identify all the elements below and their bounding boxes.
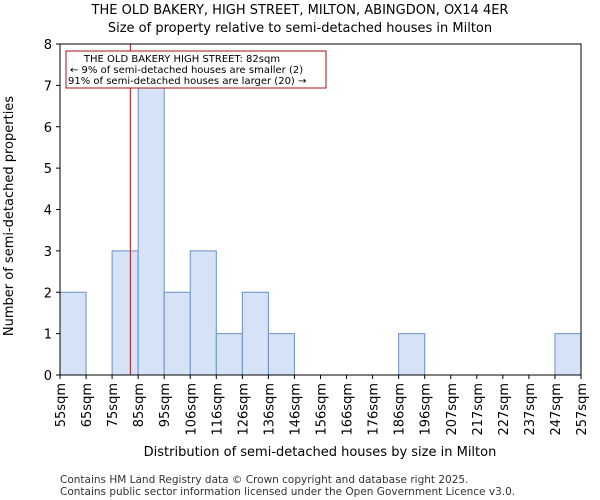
x-tick-label: 217sqm	[471, 383, 486, 436]
x-tick-label: 207sqm	[445, 383, 460, 436]
y-tick-label: 7	[44, 79, 52, 94]
x-axis-ticks: 55sqm 65sqm 75sqm 85sqm 95sqm 106sqm 116sqm 126…	[54, 375, 590, 436]
x-tick-label: 257sqm	[575, 383, 590, 436]
bar-136sqm	[267, 333, 295, 376]
footer-line-2: Contains public sector information licen…	[60, 486, 515, 498]
plot-frame	[59, 43, 582, 376]
bar-95sqm	[163, 291, 191, 376]
chart-title: THE OLD BAKERY, HIGH STREET, MILTON, ABI…	[91, 3, 509, 18]
x-tick-label: 65sqm	[80, 383, 95, 427]
x-tick-label: 156sqm	[315, 383, 330, 436]
footer-line-1: Contains HM Land Registry data © Crown c…	[60, 474, 468, 486]
x-tick-label: 176sqm	[367, 383, 382, 436]
y-tick-label: 1	[44, 328, 52, 343]
y-tick-label: 0	[44, 369, 52, 384]
y-axis-label: Number of semi-detached properties	[2, 96, 17, 336]
x-tick-label: 247sqm	[549, 383, 564, 436]
bars-group	[59, 84, 582, 376]
annotation-line-2: ← 9% of semi-detached houses are smaller…	[70, 65, 303, 76]
y-axis-ticks: 0 1 2 3 4 5 6 7 8	[44, 38, 60, 384]
x-tick-label: 146sqm	[288, 383, 303, 436]
x-tick-label: 126sqm	[236, 383, 251, 436]
bar-55sqm	[59, 291, 87, 376]
x-tick-label: 136sqm	[262, 383, 277, 436]
bar-75sqm	[111, 250, 139, 376]
bar-106sqm	[189, 250, 217, 376]
y-tick-label: 6	[44, 121, 52, 136]
y-tick-label: 2	[44, 286, 52, 301]
annotation-line-3: 91% of semi-detached houses are larger (…	[68, 76, 306, 87]
x-tick-label: 237sqm	[523, 383, 538, 436]
annotation-box	[65, 50, 327, 89]
x-tick-label: 85sqm	[132, 383, 147, 427]
bar-247sqm	[554, 333, 582, 376]
x-tick-label: 116sqm	[210, 383, 225, 436]
y-tick-label: 3	[44, 245, 52, 260]
bar-116sqm	[215, 333, 243, 376]
bar-186sqm	[398, 333, 426, 376]
x-tick-label: 75sqm	[106, 383, 121, 427]
y-tick-label: 8	[44, 38, 52, 53]
x-tick-label: 95sqm	[158, 383, 173, 427]
bar-126sqm	[241, 291, 269, 376]
x-tick-label: 55sqm	[54, 383, 69, 427]
x-tick-label: 227sqm	[497, 383, 512, 436]
y-tick-label: 4	[44, 204, 52, 219]
y-tick-label: 5	[44, 162, 52, 177]
x-tick-label: 186sqm	[393, 383, 408, 436]
x-tick-label: 106sqm	[184, 383, 199, 436]
x-axis-label: Distribution of semi-detached houses by …	[144, 445, 497, 460]
annotation-line-1: THE OLD BAKERY HIGH STREET: 82sqm	[83, 54, 280, 65]
x-tick-label: 196sqm	[419, 383, 434, 436]
bar-85sqm	[137, 84, 165, 376]
chart-subtitle: Size of property relative to semi-detach…	[108, 21, 492, 36]
x-tick-label: 166sqm	[341, 383, 356, 436]
